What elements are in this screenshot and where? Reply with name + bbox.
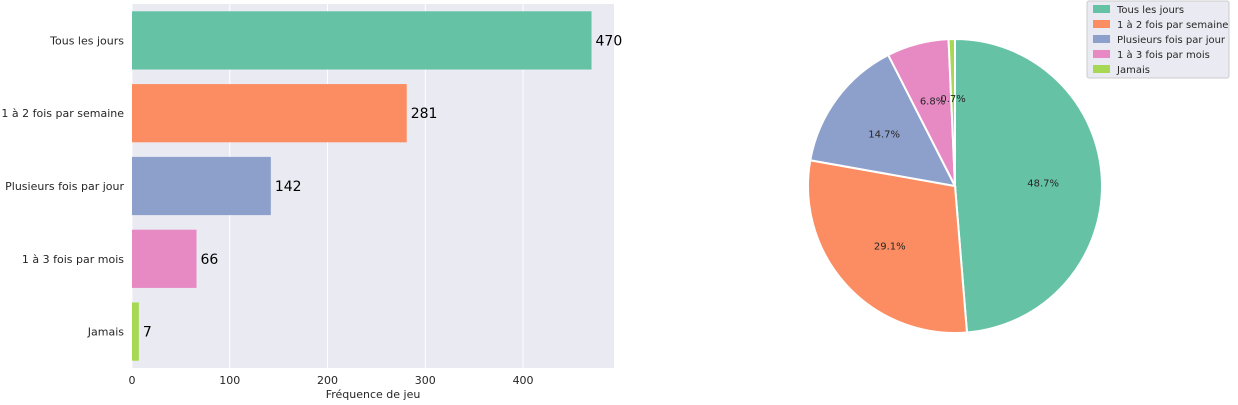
- x-tick-label: 100: [219, 374, 240, 387]
- pie-percent-label: 6.8%: [920, 97, 945, 108]
- pie-percent-label: 29.1%: [874, 241, 906, 252]
- category-label: Tous les jours: [49, 34, 124, 47]
- bar-value-label: 142: [275, 179, 302, 195]
- bar: [132, 229, 197, 288]
- legend-swatch: [1093, 50, 1110, 58]
- bar-value-label: 281: [411, 106, 438, 122]
- category-label: 1 à 2 fois par semaine: [1, 107, 124, 120]
- bar-value-label: 7: [143, 325, 152, 341]
- legend-label: Plusieurs fois par jour: [1117, 35, 1226, 46]
- legend-label: Tous les jours: [1116, 5, 1184, 16]
- legend-swatch: [1093, 5, 1110, 13]
- category-label: Plusieurs fois par jour: [5, 180, 124, 193]
- bar: [132, 302, 139, 361]
- bar: [132, 84, 407, 143]
- x-tick-label: 0: [129, 374, 136, 387]
- legend-swatch: [1093, 35, 1110, 43]
- legend-swatch: [1093, 65, 1110, 73]
- legend-label: 1 à 3 fois par mois: [1117, 49, 1210, 61]
- legend-label: Jamais: [1116, 65, 1150, 76]
- x-axis-label: Fréquence de jeu: [326, 388, 421, 401]
- x-tick-label: 300: [415, 374, 436, 387]
- legend-swatch: [1093, 20, 1110, 28]
- pie-slice: [809, 53, 957, 188]
- pie-slice: [947, 37, 956, 187]
- category-label: Jamais: [87, 326, 124, 339]
- category-label: 1 à 3 fois par mois: [22, 253, 124, 266]
- pie-legend: [1086, 0, 1230, 79]
- x-tick-label: 400: [513, 374, 534, 387]
- bar-value-label: 66: [201, 252, 219, 268]
- bar-value-label: 470: [596, 33, 623, 49]
- bar: [132, 11, 592, 70]
- pie-percent-label: 48.7%: [1027, 178, 1059, 189]
- bar: [132, 156, 271, 216]
- x-tick-label: 200: [317, 374, 338, 387]
- pie-slice: [807, 159, 969, 334]
- legend-label: 1 à 2 fois par semaine: [1117, 19, 1228, 31]
- pie-percent-label: 14.7%: [868, 129, 900, 140]
- pie-slice: [954, 37, 1103, 334]
- pie-percent-label: 0.7%: [940, 94, 965, 105]
